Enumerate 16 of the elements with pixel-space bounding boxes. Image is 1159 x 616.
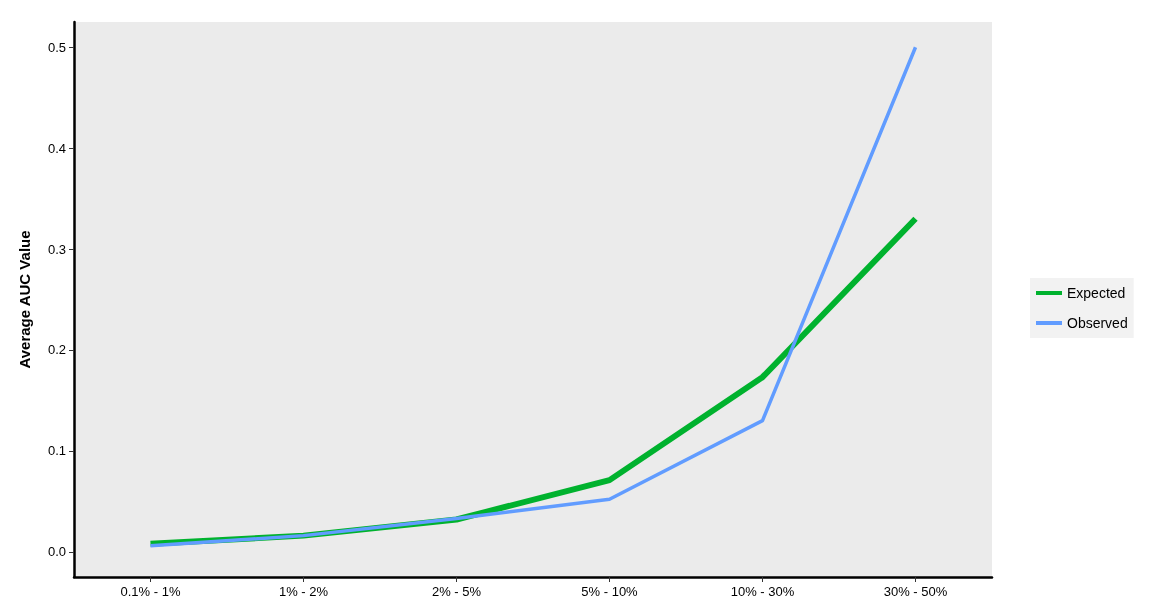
x-tick-label: 1% - 2% (278, 584, 329, 599)
y-tick-label: 0.5 (47, 39, 66, 55)
x-tick-label: 0.1% - 1% (120, 584, 181, 599)
y-tick-label: 0.0 (47, 544, 66, 560)
x-tick-label: 30% - 50% (883, 584, 948, 599)
legend-label: Observed (1067, 315, 1128, 331)
y-tick-label: 0.3 (47, 241, 66, 257)
line-series (148, 45, 918, 548)
legend-label: Expected (1067, 285, 1126, 301)
x-tick-label: 5% - 10% (581, 584, 639, 599)
y-axis-title: Average AUC Value (16, 230, 33, 369)
x-tick-label: 2% - 5% (431, 584, 482, 599)
x-tick-label: 10% - 30% (730, 584, 795, 599)
y-tick-label: 0.4 (47, 140, 66, 156)
y-tick-label: 0.2 (47, 342, 66, 358)
y-tick-label: 0.1 (47, 443, 66, 459)
